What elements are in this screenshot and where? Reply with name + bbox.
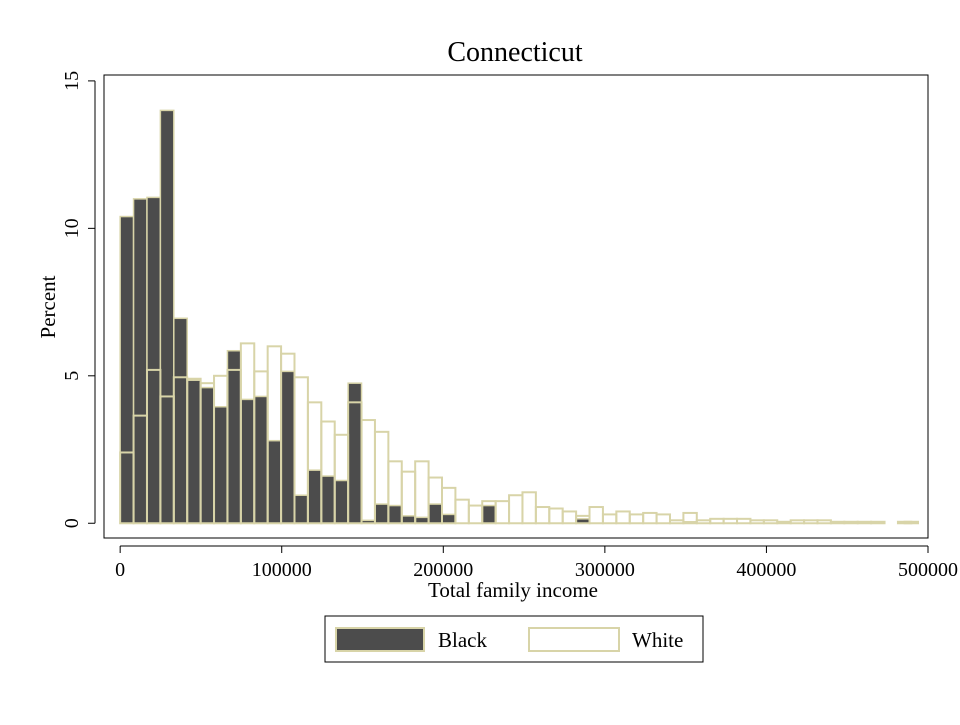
bar-white: [682, 511, 698, 525]
bar-black: [266, 439, 282, 525]
bar-black: [199, 386, 215, 525]
legend: Black White: [324, 615, 704, 663]
bar-black: [159, 109, 175, 525]
bar-black: [213, 406, 229, 525]
bar-black: [186, 379, 202, 525]
bars-layer: [119, 109, 919, 525]
legend-label-white: White: [632, 628, 683, 652]
x-axis-label: Total family income: [428, 578, 598, 602]
bar-white: [776, 520, 792, 525]
y-tick-label: 5: [61, 371, 83, 381]
chart-title: Connecticut: [447, 37, 583, 68]
x-tick-label: 400000: [736, 559, 796, 581]
y-tick-label: 0: [61, 518, 83, 528]
y-tick-label: 10: [61, 218, 83, 238]
bar-white: [655, 513, 671, 525]
bar-white: [903, 520, 919, 525]
bar-black: [146, 196, 162, 525]
bar-black: [427, 503, 443, 525]
bar-white: [870, 520, 886, 525]
bar-black: [293, 494, 309, 525]
bar-black: [253, 395, 269, 525]
bar-black: [240, 398, 256, 525]
bar-black: [441, 513, 457, 525]
legend-swatch-white: [528, 627, 620, 652]
x-tick-label: 200000: [413, 559, 473, 581]
legend-label-black: Black: [438, 628, 487, 652]
bar-black: [173, 317, 188, 525]
bar-white: [856, 520, 873, 525]
x-tick-label: 100000: [252, 559, 312, 581]
bar-black: [387, 504, 403, 525]
bar-black: [119, 215, 135, 525]
bar-black: [307, 469, 323, 525]
x-tick-label: 0: [115, 559, 125, 581]
bar-black: [374, 503, 390, 525]
legend-swatch-black: [335, 627, 425, 652]
y-axis-label: Percent: [36, 275, 60, 338]
bar-black: [333, 479, 349, 525]
x-tick-label: 500000: [898, 559, 958, 581]
y-tick-label: 15: [61, 71, 83, 91]
bar-black: [132, 198, 148, 525]
bar-black: [320, 475, 336, 525]
bar-black: [280, 370, 296, 525]
bar-black: [481, 504, 497, 525]
bar-black: [226, 349, 242, 525]
bar-white: [829, 520, 846, 525]
bar-black: [401, 515, 416, 525]
bar-white: [843, 520, 859, 525]
axes-layer: 0 5 10 15 0 100000 200000 300000 400000 500000: [61, 71, 958, 581]
bar-black: [347, 382, 363, 525]
x-tick-label: 300000: [575, 559, 635, 581]
